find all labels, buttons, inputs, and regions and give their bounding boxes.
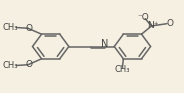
- Text: CH₃: CH₃: [3, 23, 18, 32]
- Text: N⁺: N⁺: [148, 21, 159, 30]
- Text: O: O: [25, 60, 32, 69]
- Text: CH₃: CH₃: [3, 61, 18, 70]
- Text: N: N: [102, 39, 109, 49]
- Text: O: O: [25, 24, 32, 33]
- Text: ⁻O: ⁻O: [137, 13, 149, 22]
- Text: CH₃: CH₃: [115, 65, 130, 74]
- Text: O: O: [167, 19, 174, 28]
